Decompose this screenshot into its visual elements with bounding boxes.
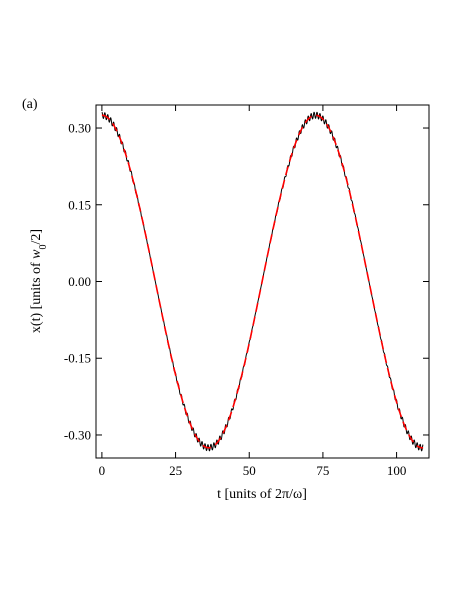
x-tick-label: 0 bbox=[99, 463, 106, 478]
x-axis-ticks: 0 25 50 75 100 bbox=[99, 105, 407, 478]
y-tick-label: 0.15 bbox=[68, 197, 91, 212]
series-line-dashed bbox=[101, 114, 424, 449]
y-axis-label-var: w bbox=[29, 249, 44, 259]
y-tick-label: 0.30 bbox=[68, 121, 91, 136]
x-tick-label: 25 bbox=[169, 463, 182, 478]
series-layer bbox=[101, 111, 424, 452]
x-tick-label: 100 bbox=[387, 463, 407, 478]
y-tick-label: 0.00 bbox=[68, 274, 91, 289]
y-axis-label-sub: 0 bbox=[38, 244, 49, 249]
y-axis-label-prefix: x(t) [units of bbox=[29, 259, 44, 333]
x-axis-label: t [units of 2π/ω] bbox=[217, 487, 307, 502]
y-tick-label: -0.30 bbox=[64, 427, 91, 442]
y-axis-label-suffix: /2] bbox=[29, 229, 44, 245]
x-tick-label: 75 bbox=[316, 463, 329, 478]
x-tick-label: 50 bbox=[243, 463, 256, 478]
y-tick-label: -0.15 bbox=[64, 351, 91, 366]
y-axis-ticks: 0.30 0.15 0.00 -0.15 -0.30 bbox=[64, 121, 429, 442]
panel-label: (a) bbox=[22, 97, 38, 112]
y-axis-label: x(t) [units of w0/2] bbox=[29, 229, 49, 333]
